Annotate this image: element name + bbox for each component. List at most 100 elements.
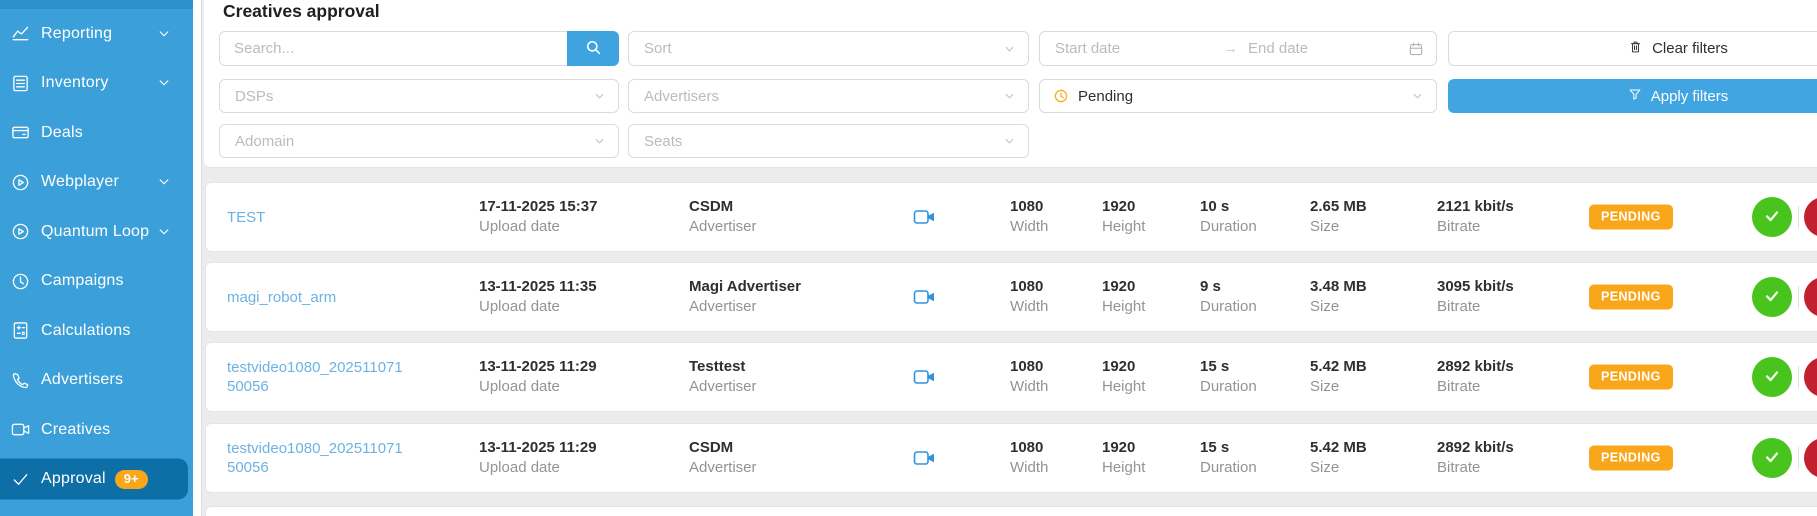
width-label: Width [1010, 459, 1049, 476]
deals-icon [9, 122, 31, 144]
advertiser-label: Advertiser [689, 298, 757, 315]
check-icon [9, 468, 31, 490]
sidebar-item-deals[interactable]: Deals [0, 108, 193, 158]
creative-name-link[interactable]: testvideo1080_20251107150056 [227, 359, 403, 395]
action-divider [1798, 366, 1799, 388]
sidebar-item-label: Advertisers [41, 371, 124, 389]
table-row-partial [205, 506, 1817, 516]
duration-value: 15 s [1200, 439, 1230, 456]
creative-name-link[interactable]: magi_robot_arm [227, 288, 337, 306]
sidebar-item-calculations[interactable]: Calculations [0, 306, 193, 356]
calculator-icon [9, 320, 31, 342]
play-circle-icon [9, 221, 31, 243]
action-divider [1798, 447, 1799, 469]
calendar-icon [1408, 41, 1424, 57]
search-input[interactable] [219, 31, 567, 66]
clear-filters-button[interactable]: Clear filters [1448, 31, 1817, 66]
size-label: Size [1310, 459, 1340, 476]
sidebar-item-label: Quantum Loop [41, 222, 150, 240]
chevron-down-icon [1003, 42, 1016, 55]
adomain-select[interactable]: Adomain [219, 124, 619, 158]
sidebar-item-approval[interactable]: Approval 9+ [0, 455, 193, 505]
duration-label: Duration [1200, 459, 1257, 476]
reject-button[interactable] [1804, 438, 1817, 478]
search-icon [585, 39, 602, 59]
status-badge: PENDING [1589, 284, 1673, 310]
size-value: 3.48 MB [1310, 278, 1367, 295]
start-date-placeholder: Start date [1055, 40, 1121, 57]
apply-filters-button[interactable]: Apply filters [1448, 79, 1817, 113]
sidebar-item-webplayer[interactable]: Webplayer [0, 158, 193, 208]
width-value: 1080 [1010, 198, 1044, 215]
page-title: Creatives approval [223, 1, 380, 21]
sidebar-item-reporting[interactable]: Reporting [0, 9, 193, 59]
search-button[interactable] [567, 31, 619, 66]
creative-name-link[interactable]: testvideo1080_20251107150056 [227, 440, 403, 476]
date-range-picker[interactable]: Start date → End date [1039, 31, 1437, 66]
advertisers-select[interactable]: Advertisers [628, 79, 1029, 113]
advertiser-label: Advertiser [689, 218, 757, 235]
search-group [219, 31, 619, 66]
advertiser-value: Testtest [689, 358, 746, 375]
size-value: 2.65 MB [1310, 198, 1367, 215]
width-value: 1080 [1010, 439, 1044, 456]
reject-button[interactable] [1804, 357, 1817, 397]
duration-value: 9 s [1200, 278, 1221, 295]
approve-button[interactable] [1752, 197, 1792, 237]
reject-button[interactable] [1804, 277, 1817, 317]
sidebar-item-quantum-loop[interactable]: Quantum Loop [0, 207, 193, 257]
width-label: Width [1010, 298, 1049, 315]
width-label: Width [1010, 218, 1049, 235]
sidebar-item-label: Calculations [41, 321, 131, 339]
duration-label: Duration [1200, 218, 1257, 235]
status-selected-value: Pending [1078, 87, 1134, 105]
sidebar-item-advertisers[interactable]: Advertisers [0, 356, 193, 406]
video-camera-icon [913, 343, 936, 411]
sort-select[interactable]: Sort [628, 31, 1029, 66]
size-label: Size [1310, 298, 1340, 315]
seats-select[interactable]: Seats [628, 124, 1029, 158]
bitrate-value: 3095 kbit/s [1437, 278, 1514, 295]
height-label: Height [1102, 298, 1146, 315]
clock-icon [9, 270, 31, 292]
sidebar-item-inventory[interactable]: Inventory [0, 59, 193, 109]
status-badge: PENDING [1589, 445, 1673, 471]
table-row: magi_robot_arm 13-11-2025 11:35 Upload d… [205, 262, 1817, 332]
dsps-select[interactable]: DSPs [219, 79, 619, 113]
chart-line-icon [9, 23, 31, 45]
video-camera-icon [913, 424, 936, 492]
sidebar: Reporting Inventory Deals Webplayer Quan… [0, 0, 193, 516]
duration-label: Duration [1200, 378, 1257, 395]
sidebar-item-campaigns[interactable]: Campaigns [0, 257, 193, 307]
sidebar-item-label: Creatives [41, 420, 111, 438]
action-divider [1798, 286, 1799, 308]
size-value: 5.42 MB [1310, 358, 1367, 375]
chevron-down-icon [593, 90, 606, 103]
table-row: TEST 17-11-2025 15:37 Upload date CSDM A… [205, 182, 1817, 252]
video-camera-icon [913, 263, 936, 331]
approve-button[interactable] [1752, 277, 1792, 317]
upload-date-value: 13-11-2025 11:29 [479, 358, 597, 375]
sidebar-item-label: Approval [41, 470, 106, 488]
creative-name-link[interactable]: TEST [227, 208, 266, 226]
arrow-right-icon: → [1223, 40, 1238, 57]
approve-button[interactable] [1752, 438, 1792, 478]
check-icon [1763, 287, 1781, 308]
size-label: Size [1310, 378, 1340, 395]
video-camera-icon [913, 183, 936, 251]
trash-icon [1628, 39, 1643, 59]
duration-label: Duration [1200, 298, 1257, 315]
advertisers-placeholder: Advertisers [644, 87, 720, 105]
status-select[interactable]: Pending [1039, 79, 1437, 113]
sidebar-top-strip [0, 0, 193, 9]
sidebar-item-creatives[interactable]: Creatives [0, 405, 193, 455]
upload-date-label: Upload date [479, 459, 560, 476]
height-label: Height [1102, 378, 1146, 395]
advertiser-label: Advertiser [689, 378, 757, 395]
reject-button[interactable] [1804, 197, 1817, 237]
chevron-down-icon [157, 76, 171, 90]
approve-button[interactable] [1752, 357, 1792, 397]
bitrate-label: Bitrate [1437, 459, 1481, 476]
video-camera-icon [9, 419, 31, 441]
filter-panel: Creatives approval Sort Start date → End… [204, 0, 1817, 168]
